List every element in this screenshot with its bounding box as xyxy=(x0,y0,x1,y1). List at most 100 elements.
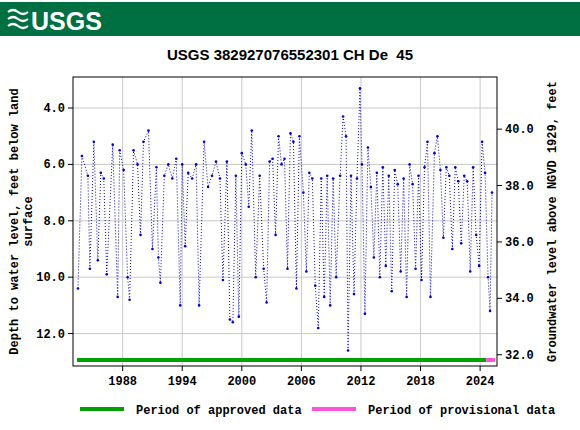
data-point xyxy=(326,174,329,177)
series-line xyxy=(78,88,492,350)
data-group xyxy=(77,87,495,360)
y-tick xyxy=(68,164,73,165)
x-tick-label: 2000 xyxy=(227,375,256,389)
y-tick-label: 4.0 xyxy=(43,102,65,116)
data-point xyxy=(254,276,257,279)
data-point xyxy=(411,183,414,186)
x-tick-label: 2024 xyxy=(466,375,495,389)
data-point xyxy=(232,321,235,324)
legend-swatch xyxy=(312,407,356,411)
data-point xyxy=(314,284,317,287)
data-point xyxy=(429,296,432,299)
y-tick-label: 8.0 xyxy=(43,215,65,229)
data-point xyxy=(195,163,198,166)
data-point xyxy=(167,163,170,166)
data-point xyxy=(102,177,105,180)
data-point xyxy=(235,174,238,177)
data-point xyxy=(408,163,411,166)
data-point xyxy=(226,160,229,163)
x-tick xyxy=(420,366,421,371)
data-point xyxy=(379,276,382,279)
data-point xyxy=(247,205,250,208)
x-tick-label: 2006 xyxy=(287,375,316,389)
x-grid-line xyxy=(241,77,242,366)
data-point xyxy=(472,166,475,169)
legend-label: Period of provisional data xyxy=(368,404,555,418)
data-point xyxy=(262,267,265,270)
data-point xyxy=(442,236,445,239)
x-tick xyxy=(182,366,183,371)
data-point xyxy=(302,191,305,194)
data-point xyxy=(187,172,190,175)
data-point xyxy=(157,256,160,259)
data-point xyxy=(244,163,247,166)
legend-swatch xyxy=(80,407,124,411)
x-tick xyxy=(480,366,481,371)
data-point xyxy=(345,135,348,138)
data-point xyxy=(159,282,162,285)
data-point xyxy=(469,270,472,273)
x-grid-line xyxy=(480,77,481,366)
logo-waves xyxy=(8,10,28,28)
y-tick xyxy=(68,108,73,109)
data-point xyxy=(475,234,478,237)
data-point xyxy=(280,163,283,166)
logo-text: USGS xyxy=(31,7,102,35)
period-bar xyxy=(77,358,486,362)
data-point xyxy=(308,172,311,175)
data-point xyxy=(295,287,298,290)
data-point xyxy=(289,132,292,135)
data-point xyxy=(332,177,335,180)
data-point xyxy=(439,169,442,172)
data-point xyxy=(184,245,187,248)
data-point xyxy=(417,174,420,177)
data-point xyxy=(147,129,150,132)
y-tick-label: 12.0 xyxy=(36,328,65,342)
y2-tick-label: 36.0 xyxy=(505,236,534,250)
data-point xyxy=(489,310,492,313)
data-point xyxy=(151,248,154,251)
data-point xyxy=(211,174,214,177)
data-point xyxy=(487,276,490,279)
data-point xyxy=(268,160,271,163)
data-point xyxy=(353,293,356,296)
x-tick-label: 2012 xyxy=(347,375,376,389)
legend: Period of approved dataPeriod of provisi… xyxy=(80,404,555,418)
data-point xyxy=(258,174,261,177)
data-point xyxy=(191,177,194,180)
data-point xyxy=(478,265,481,268)
data-point xyxy=(203,141,206,144)
data-point xyxy=(126,276,129,279)
data-point xyxy=(393,169,396,172)
data-point xyxy=(116,296,119,299)
data-point xyxy=(405,296,408,299)
x-grid-line xyxy=(182,77,183,366)
data-point xyxy=(171,177,174,180)
x-tick xyxy=(241,366,242,371)
x-tick-label: 1988 xyxy=(108,375,137,389)
y2-tick-label: 34.0 xyxy=(505,292,534,306)
data-point xyxy=(370,186,373,189)
data-point xyxy=(384,265,387,268)
data-point xyxy=(367,146,370,149)
x-grid-line xyxy=(420,77,421,366)
data-point xyxy=(265,301,268,304)
data-point xyxy=(139,234,142,237)
data-point xyxy=(132,149,135,152)
data-point xyxy=(436,135,439,138)
header-band xyxy=(0,2,580,36)
data-point xyxy=(361,163,364,166)
y-tick xyxy=(68,333,73,334)
data-point xyxy=(163,174,166,177)
data-point xyxy=(396,183,399,186)
y2-tick xyxy=(497,241,502,242)
y-grid-line xyxy=(73,108,497,109)
y2-tick xyxy=(497,129,502,130)
data-point xyxy=(89,267,92,270)
data-point xyxy=(274,234,277,237)
data-point xyxy=(373,256,376,259)
x-tick xyxy=(301,366,302,371)
data-point xyxy=(463,174,466,177)
data-point xyxy=(179,304,182,307)
data-point xyxy=(122,169,125,172)
